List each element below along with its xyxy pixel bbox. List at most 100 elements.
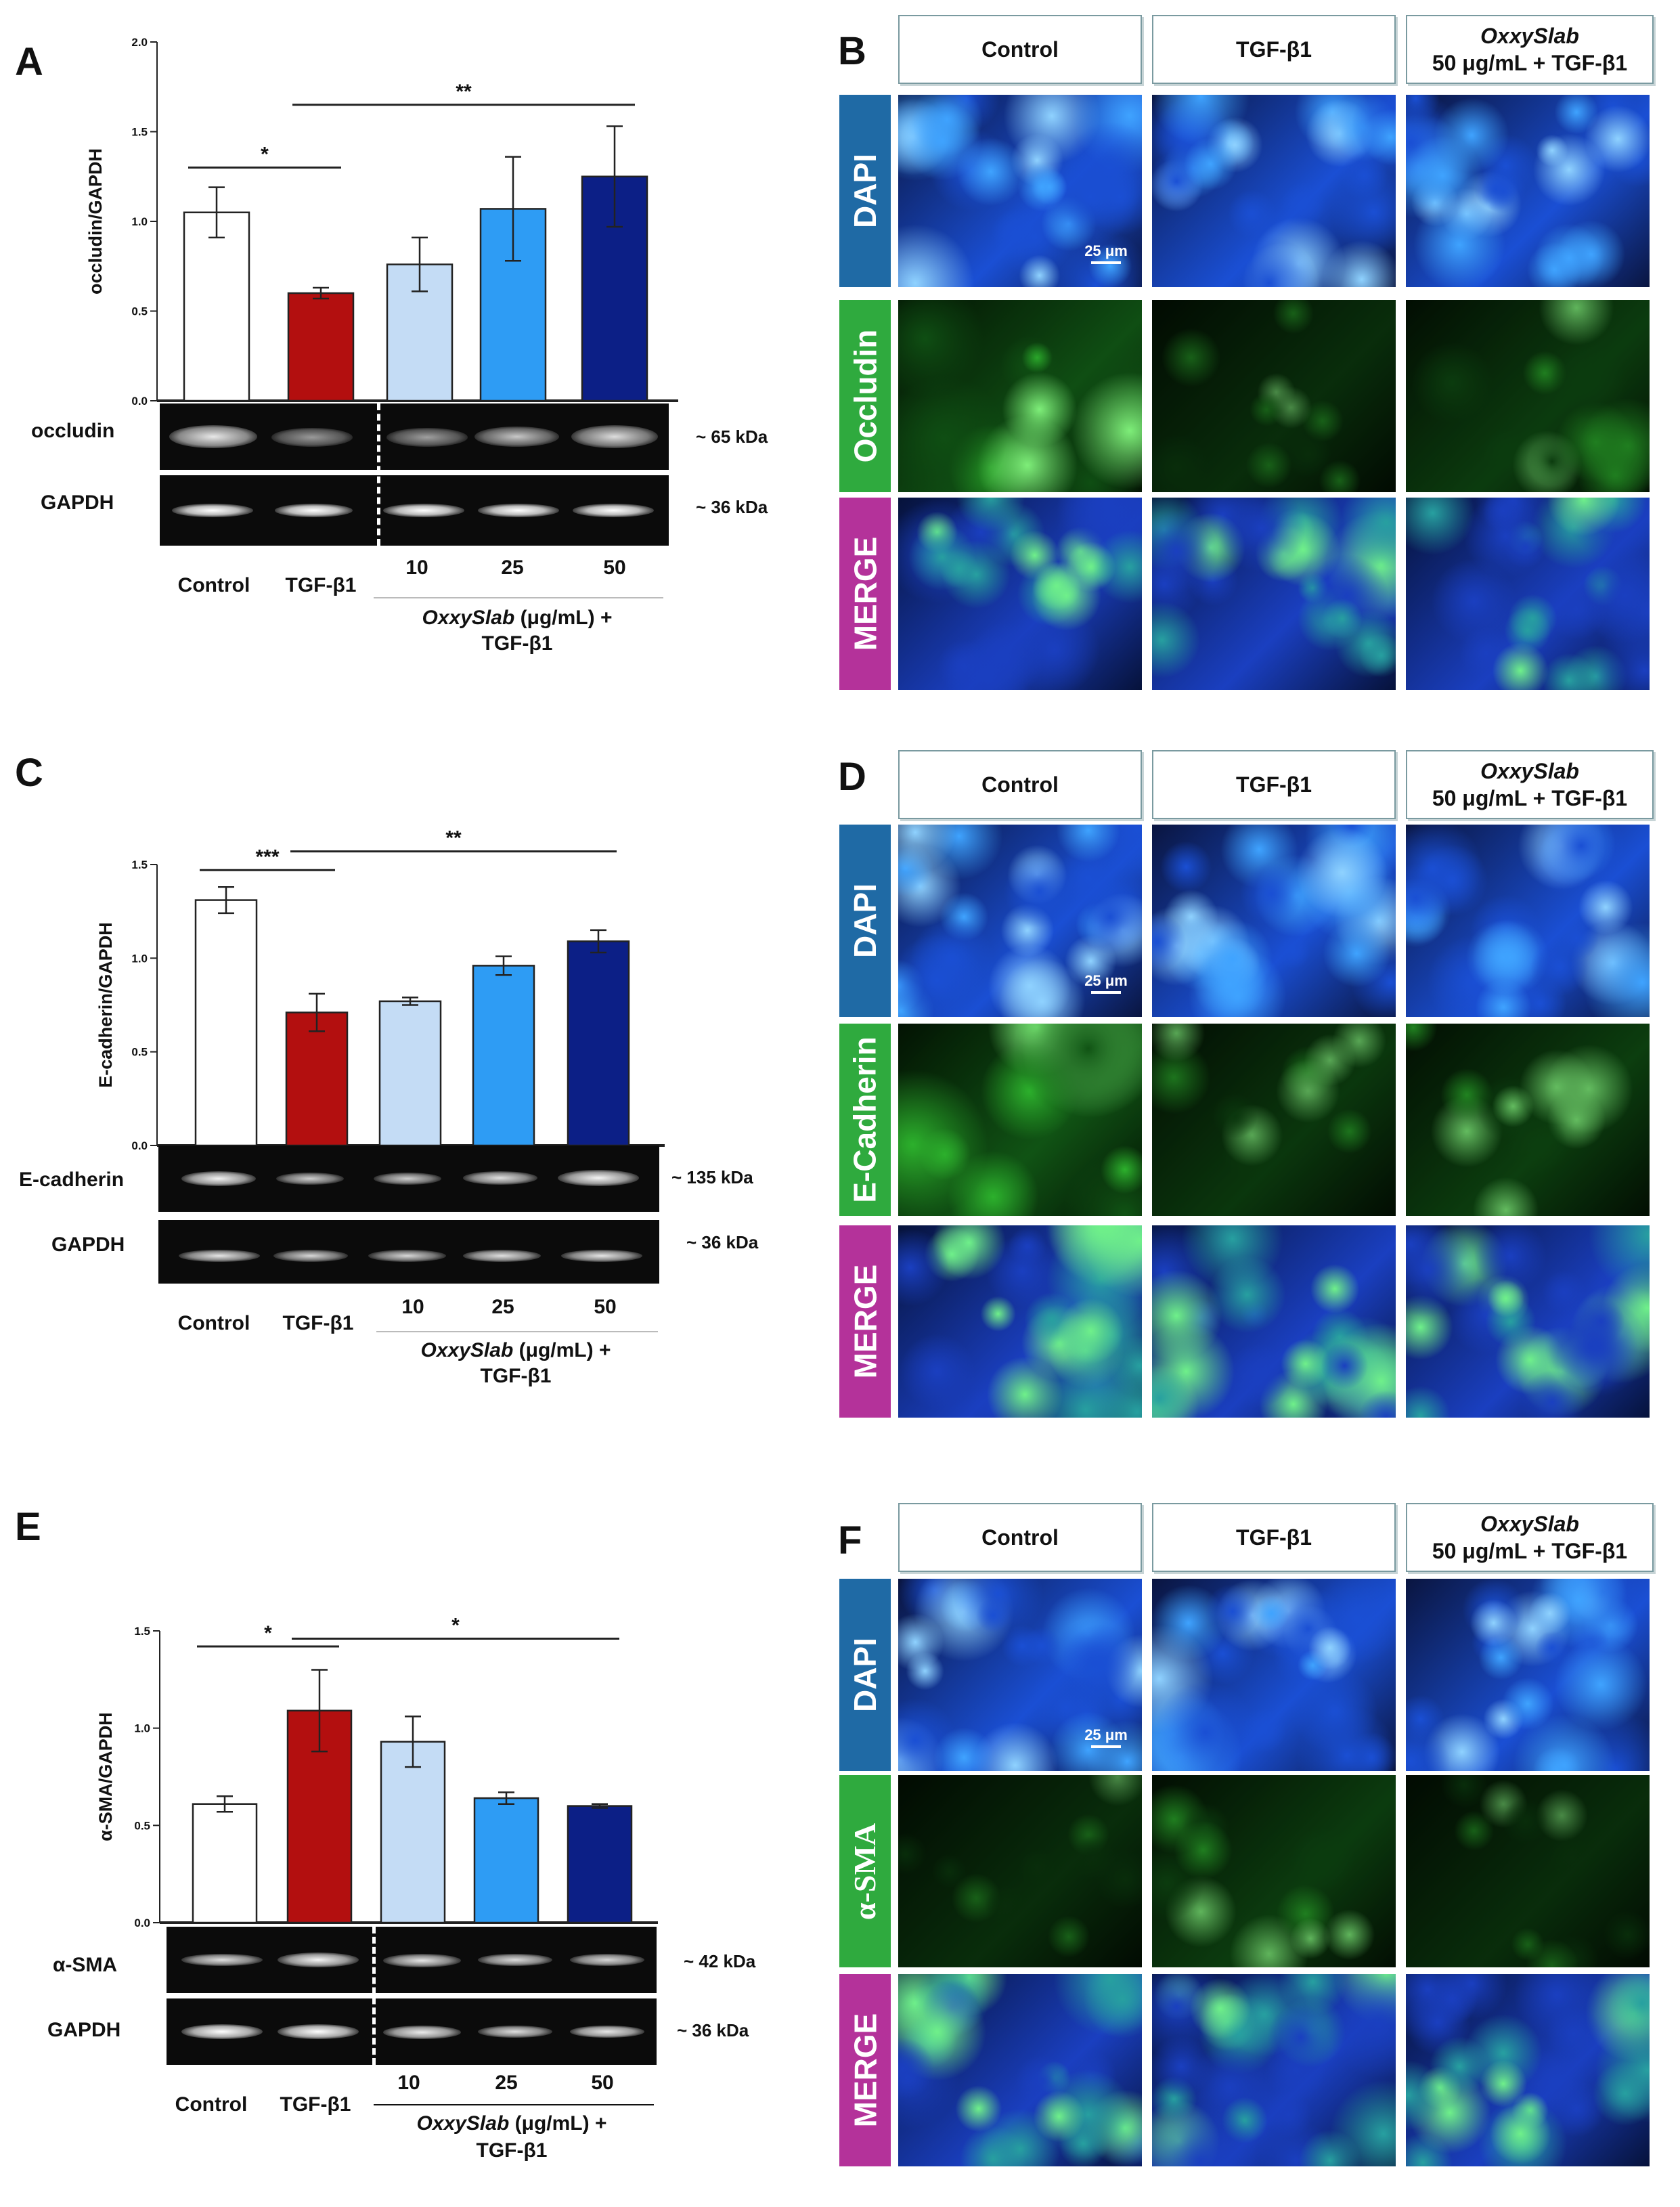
significance-label: *: [264, 1622, 272, 1644]
xgroup-e-oxy-tgf: TGF-β1: [476, 2139, 548, 2162]
micrograph-dapi-tgf: [1152, 825, 1396, 1017]
xlabel-a-dose-25: 25: [501, 556, 524, 579]
micrograph-merge-oxyslab: [1406, 498, 1650, 690]
micrograph-merge-tgf: [1152, 1225, 1396, 1418]
micrograph-dapi-oxyslab: [1406, 95, 1650, 287]
row-label-marker: E-Cadherin: [839, 1024, 891, 1216]
micrograph-marker-control: [898, 300, 1142, 492]
y-tick-label: 2.0: [131, 36, 148, 49]
scale-bar: 25 μm: [1076, 242, 1136, 264]
blot-c-loading-label: GAPDH: [51, 1233, 125, 1256]
row-label-text: MERGE: [847, 1264, 883, 1379]
row-label-text: DAPI: [847, 1638, 883, 1712]
bar-10: [378, 1000, 442, 1147]
header-text: Control: [981, 772, 1059, 797]
blot-c-target-kda: ~ 135 kDa: [671, 1167, 753, 1187]
blot-e-loading-label: GAPDH: [47, 2019, 121, 2041]
column-header-oxyslab: OxxySlab 50 μg/mL + TGF-β1: [1406, 750, 1654, 819]
y-tick-label: 0.5: [131, 1046, 148, 1059]
y-axis-label: α-SMA/GAPDH: [95, 1712, 116, 1841]
xlabel-e-dose-10: 10: [397, 2072, 420, 2094]
y-tick-label: 0.5: [131, 305, 148, 318]
bar-50: [567, 940, 630, 1147]
bar-50: [567, 1805, 633, 1924]
xgroup-a-oxy-label: OxxySlab (μg/mL) +: [422, 607, 613, 629]
scale-bar-label: 25 μm: [1084, 1726, 1128, 1743]
blot-e-target-kda: ~ 42 kDa: [684, 1951, 756, 1971]
blot-c-target-label: E-cadherin: [19, 1168, 125, 1191]
blot-a-loading-label: GAPDH: [41, 491, 114, 514]
row-label-text: DAPI: [847, 154, 883, 228]
xlabel-c-control: Control: [177, 1312, 250, 1334]
scale-bar-label: 25 μm: [1084, 972, 1128, 989]
blot-e-loading-strip: [167, 1998, 657, 2065]
xlabel-a-dose-10: 10: [405, 556, 428, 579]
micrograph-marker-control: [898, 1024, 1142, 1216]
chart-c-ecadherin: 0.00.51.01.5E-cadherin/GAPDH*****: [95, 827, 665, 1152]
y-axis-label: E-cadherin/GAPDH: [95, 922, 116, 1088]
micrograph-merge-control: [898, 1225, 1142, 1418]
panel-letter-b: B: [838, 29, 866, 73]
header-text: Control: [981, 37, 1059, 62]
xgroup-e-underline: [374, 2104, 654, 2105]
micrograph-merge-control: [898, 1974, 1142, 2166]
micrograph-dapi-oxyslab: [1406, 825, 1650, 1017]
y-tick-label: 1.5: [131, 858, 148, 871]
blot-a-target-strip: [160, 403, 669, 470]
bar-TGF-β1: [287, 292, 355, 402]
blot-e-lane-divider: [372, 1927, 376, 2065]
row-label-text: DAPI: [847, 883, 883, 958]
micrograph-merge-tgf: [1152, 498, 1396, 690]
xgroup-e-oxy-label: OxxySlab (μg/mL) +: [416, 2112, 607, 2135]
bar-Control: [194, 899, 258, 1147]
row-label-dapi: DAPI: [839, 825, 891, 1017]
micrograph-dapi-tgf: [1152, 1579, 1396, 1771]
bar-25: [472, 965, 535, 1147]
significance-label: *: [451, 1614, 460, 1636]
micrograph-marker-oxyslab: [1406, 1775, 1650, 1967]
micrograph-merge-control: [898, 498, 1142, 690]
row-label-text: Occludin: [847, 329, 883, 463]
xlabel-a-dose-50: 50: [603, 556, 626, 579]
blot-e-target-strip: [167, 1927, 657, 1993]
xlabel-e-control: Control: [175, 2093, 248, 2116]
significance-label: **: [456, 81, 472, 103]
scale-bar-label: 25 μm: [1084, 242, 1128, 259]
micrograph-marker-oxyslab: [1406, 300, 1650, 492]
micrograph-marker-tgf: [1152, 300, 1396, 492]
xlabel-a-control: Control: [177, 574, 250, 596]
micrograph-dapi-tgf: [1152, 95, 1396, 287]
header-text: 50 μg/mL + TGF-β1: [1432, 1539, 1628, 1563]
bar-10: [380, 1741, 446, 1924]
xlabel-e-dose-25: 25: [495, 2072, 518, 2094]
blot-e-loading-kda: ~ 36 kDa: [677, 2020, 749, 2040]
y-tick-label: 0.0: [131, 1139, 148, 1152]
row-label-text: MERGE: [847, 536, 883, 651]
y-tick-label: 1.0: [134, 1722, 150, 1735]
header-text: 50 μg/mL + TGF-β1: [1432, 51, 1628, 75]
blot-a-loading-strip: [160, 475, 669, 546]
scale-bar: 25 μm: [1076, 972, 1136, 994]
header-text: TGF-β1: [1236, 1525, 1312, 1550]
bar-Control: [192, 1803, 258, 1924]
blot-c-loading-kda: ~ 36 kDa: [686, 1232, 759, 1252]
blot-e-target-label: α-SMA: [53, 1954, 118, 1976]
blot-a-loading-kda: ~ 36 kDa: [696, 497, 768, 517]
blot-c-target-strip: [158, 1145, 659, 1212]
panel-letter-e: E: [15, 1505, 41, 1549]
micrograph-marker-control: [898, 1775, 1142, 1967]
xgroup-c-oxy-label: OxxySlab (μg/mL) +: [420, 1339, 611, 1361]
scale-bar-line: [1091, 261, 1121, 264]
column-header-control: Control: [898, 1503, 1142, 1572]
column-header-control: Control: [898, 15, 1142, 84]
xgroup-a-underline: [374, 597, 663, 598]
y-tick-label: 0.0: [134, 1917, 150, 1929]
column-header-tgf: TGF-β1: [1152, 15, 1396, 84]
column-header-oxyslab: OxxySlab 50 μg/mL + TGF-β1: [1406, 1503, 1654, 1572]
xlabel-c-dose-25: 25: [491, 1296, 514, 1318]
scale-bar-line: [1091, 1745, 1121, 1748]
micrograph-marker-oxyslab: [1406, 1024, 1650, 1216]
row-label-marker: Occludin: [839, 300, 891, 492]
y-tick-label: 1.5: [131, 126, 148, 139]
